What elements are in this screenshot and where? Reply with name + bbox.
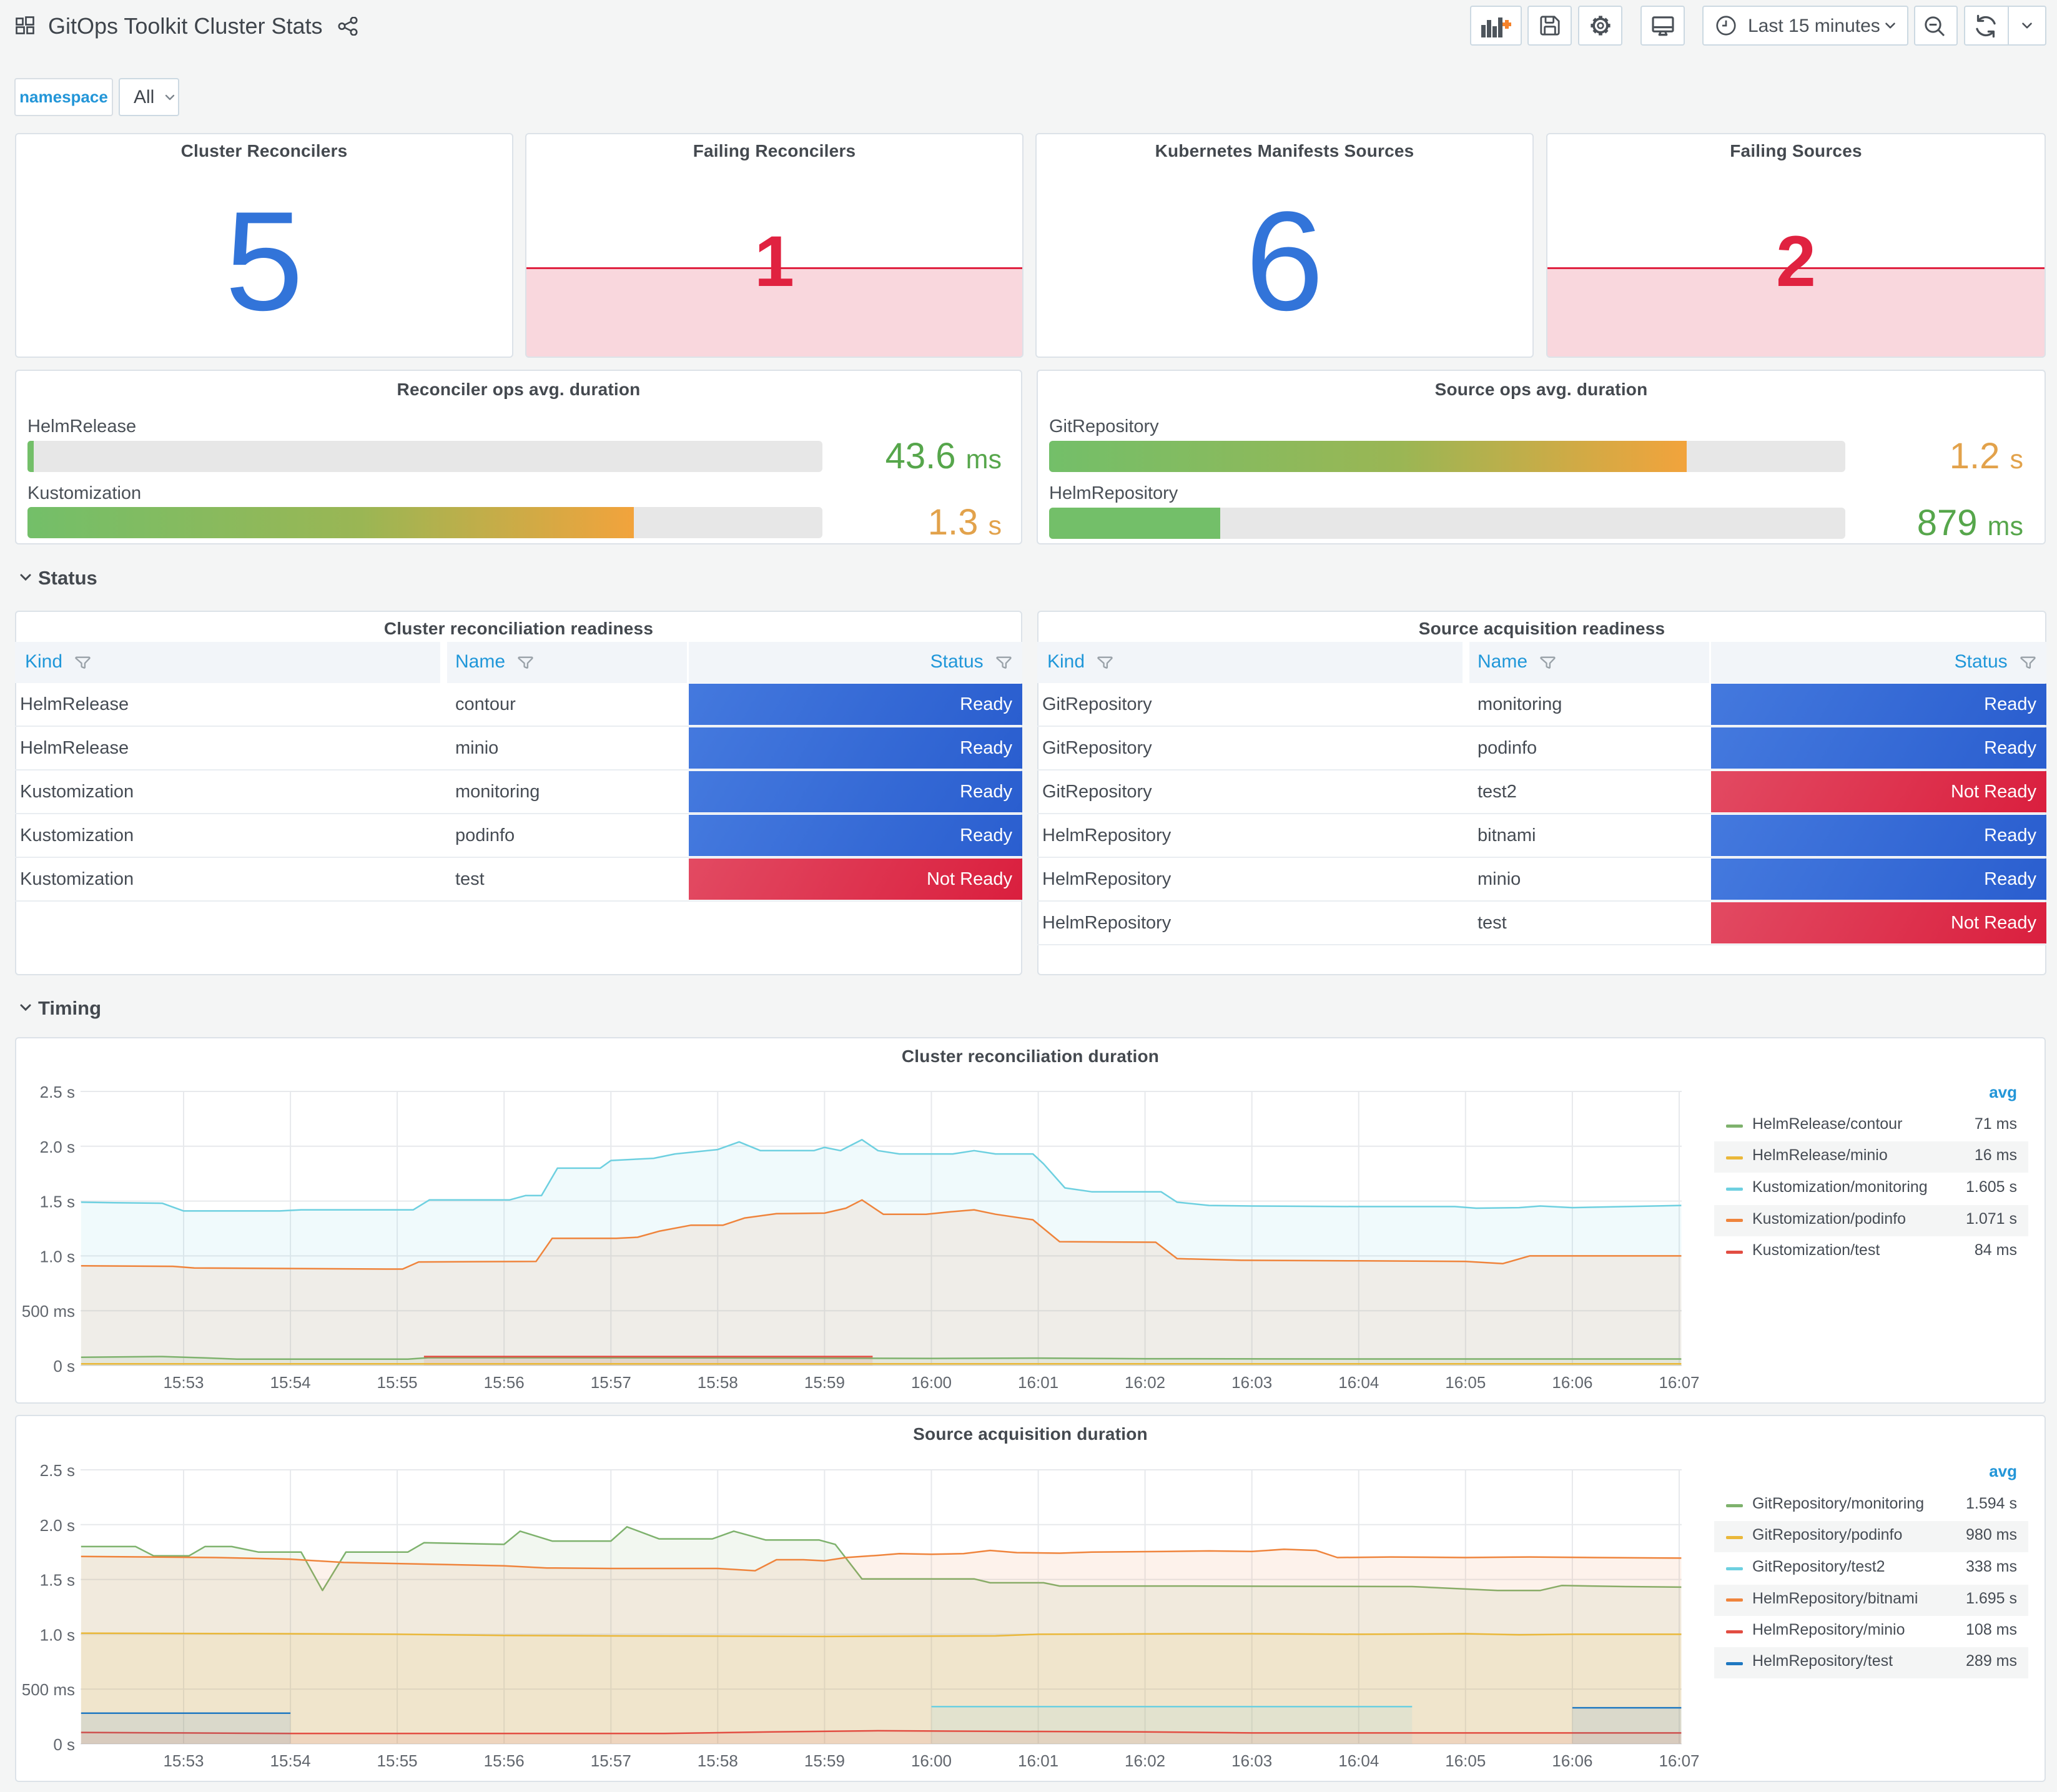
svg-text:0 s: 0 s: [53, 1735, 75, 1754]
svg-text:16:00: 16:00: [911, 1373, 952, 1392]
svg-text:15:59: 15:59: [804, 1751, 845, 1770]
svg-text:15:56: 15:56: [484, 1373, 525, 1392]
svg-text:16:03: 16:03: [1231, 1751, 1272, 1770]
svg-text:16:06: 16:06: [1552, 1373, 1592, 1392]
svg-text:15:54: 15:54: [270, 1751, 311, 1770]
svg-text:15:57: 15:57: [591, 1373, 631, 1392]
svg-text:16:04: 16:04: [1338, 1751, 1379, 1770]
svg-text:15:56: 15:56: [484, 1751, 525, 1770]
svg-text:500 ms: 500 ms: [22, 1302, 75, 1321]
svg-text:1.0 s: 1.0 s: [40, 1247, 75, 1266]
svg-text:1.0 s: 1.0 s: [40, 1625, 75, 1644]
svg-text:16:02: 16:02: [1125, 1373, 1165, 1392]
svg-text:15:53: 15:53: [163, 1373, 204, 1392]
svg-text:16:01: 16:01: [1018, 1373, 1058, 1392]
svg-text:15:55: 15:55: [377, 1751, 418, 1770]
svg-text:16:07: 16:07: [1659, 1751, 1699, 1770]
svg-text:15:55: 15:55: [377, 1373, 418, 1392]
svg-text:15:57: 15:57: [591, 1751, 631, 1770]
svg-text:0 s: 0 s: [53, 1357, 75, 1376]
svg-text:15:58: 15:58: [698, 1373, 738, 1392]
svg-text:15:59: 15:59: [804, 1373, 845, 1392]
svg-text:2.0 s: 2.0 s: [40, 1516, 75, 1535]
svg-text:16:00: 16:00: [911, 1751, 952, 1770]
svg-text:16:05: 16:05: [1445, 1751, 1486, 1770]
svg-text:16:03: 16:03: [1231, 1373, 1272, 1392]
svg-text:16:04: 16:04: [1338, 1373, 1379, 1392]
svg-text:16:06: 16:06: [1552, 1751, 1592, 1770]
svg-text:2.0 s: 2.0 s: [40, 1138, 75, 1156]
svg-text:15:54: 15:54: [270, 1373, 311, 1392]
svg-text:2.5 s: 2.5 s: [40, 1461, 75, 1480]
svg-text:16:07: 16:07: [1659, 1373, 1699, 1392]
svg-text:15:53: 15:53: [163, 1751, 204, 1770]
svg-text:15:58: 15:58: [698, 1751, 738, 1770]
svg-text:16:02: 16:02: [1125, 1751, 1165, 1770]
svg-text:1.5 s: 1.5 s: [40, 1193, 75, 1211]
svg-text:16:05: 16:05: [1445, 1373, 1486, 1392]
svg-text:500 ms: 500 ms: [22, 1680, 75, 1699]
svg-text:16:01: 16:01: [1018, 1751, 1058, 1770]
svg-text:1.5 s: 1.5 s: [40, 1571, 75, 1590]
svg-text:2.5 s: 2.5 s: [40, 1083, 75, 1101]
